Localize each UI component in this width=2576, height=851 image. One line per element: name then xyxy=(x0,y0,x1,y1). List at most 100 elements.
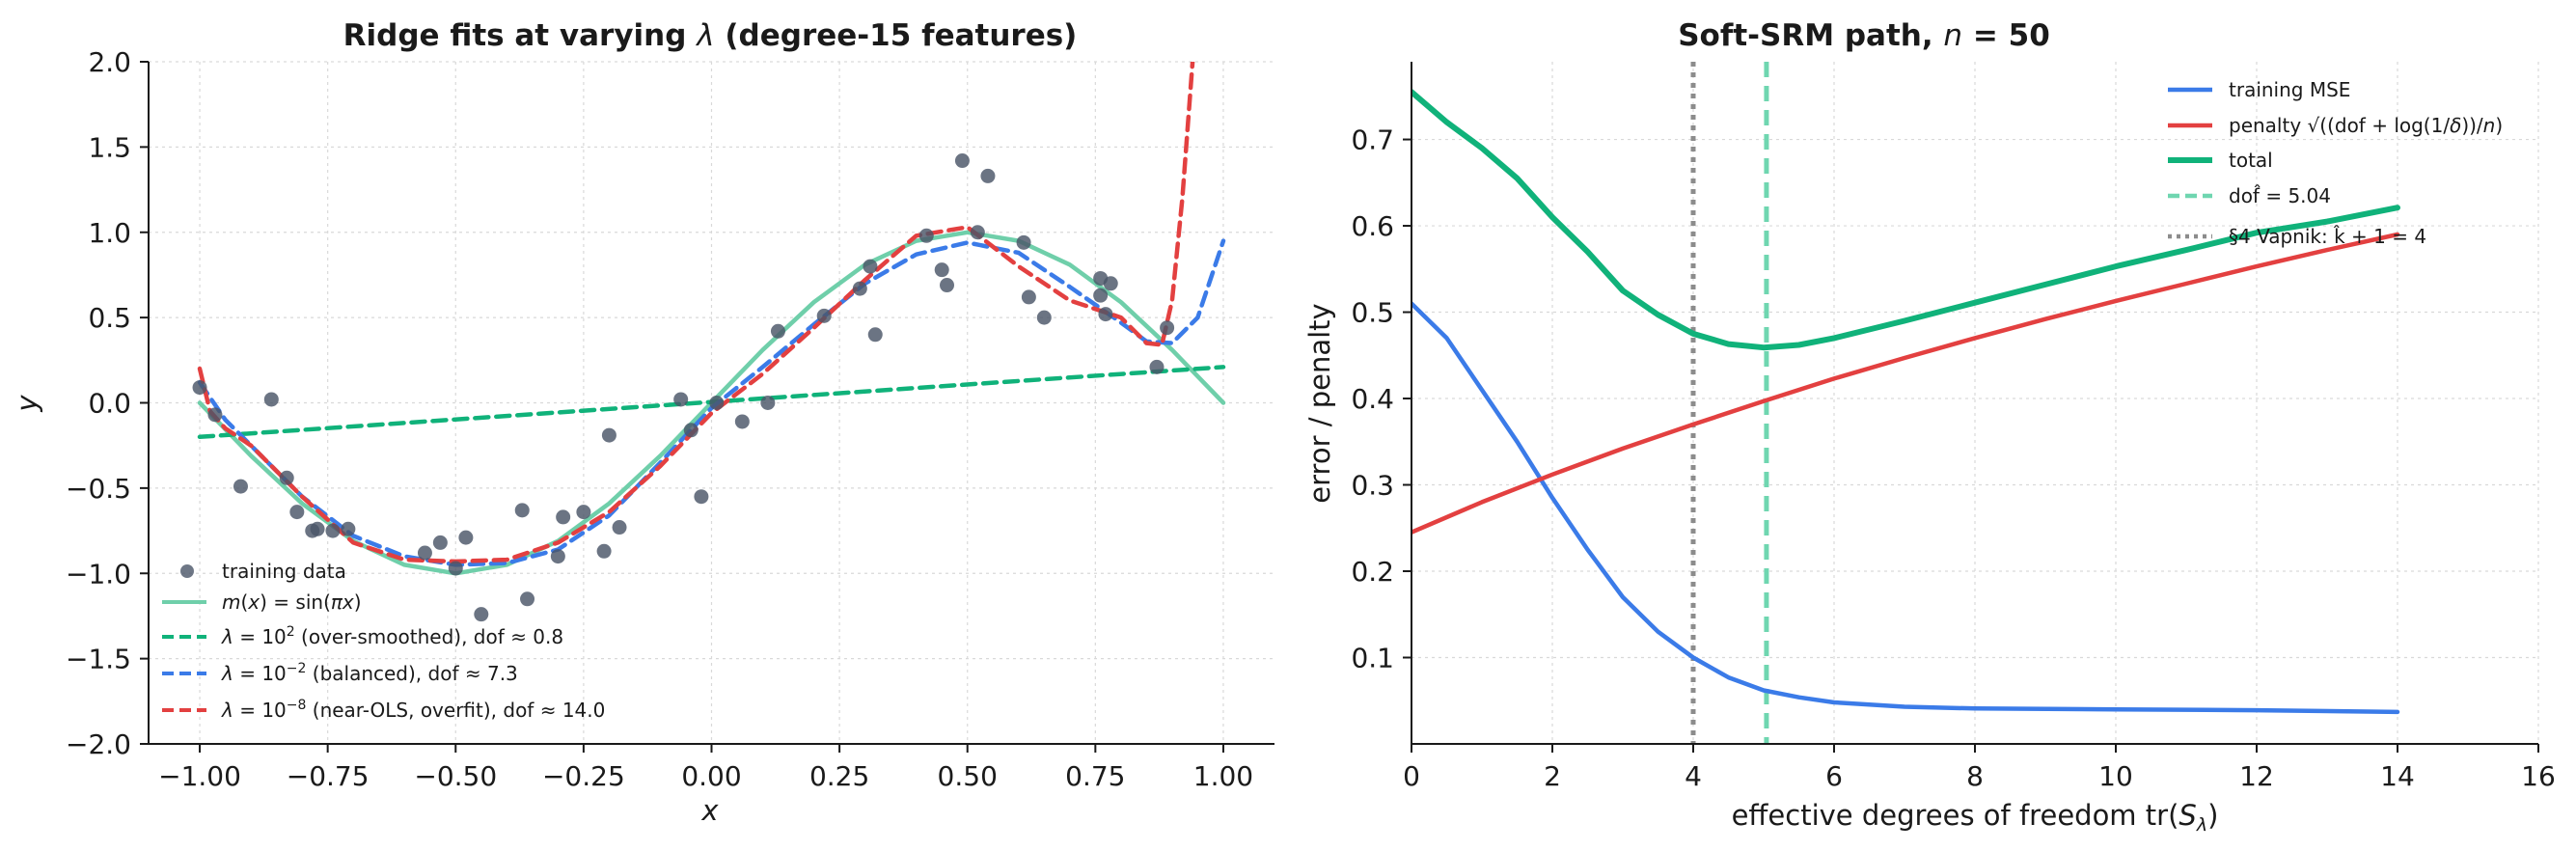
x-tick-label: −0.75 xyxy=(287,760,370,792)
x-tick-label: 2 xyxy=(1544,760,1561,792)
legend-marker-training-data xyxy=(180,564,194,578)
x-tick-label: 1.00 xyxy=(1193,760,1253,792)
left-chart-title: Ridge fits at varying λ (degree-15 featu… xyxy=(343,18,1078,53)
data-point xyxy=(432,535,448,550)
data-point xyxy=(734,414,750,429)
y-tick-label: −2.0 xyxy=(66,728,131,760)
data-point xyxy=(601,427,617,443)
data-point xyxy=(1016,234,1031,250)
y-tick-label: 0.5 xyxy=(88,302,131,334)
data-point xyxy=(576,505,591,520)
y-tick-label: 1.5 xyxy=(88,131,131,163)
y-tick-label: 0.0 xyxy=(88,388,131,420)
data-point xyxy=(1103,276,1118,291)
x-tick-label: 12 xyxy=(2239,760,2274,792)
data-point xyxy=(1036,310,1052,325)
y-tick-label: 0.3 xyxy=(1351,470,1394,502)
x-tick-label: 0.75 xyxy=(1065,760,1125,792)
legend-label-total: total xyxy=(2229,149,2273,172)
data-point xyxy=(683,423,699,438)
data-point xyxy=(550,549,565,564)
data-point xyxy=(1149,359,1165,374)
series-line-1 xyxy=(1411,232,2400,535)
data-point xyxy=(954,153,970,169)
series-line-3 xyxy=(197,62,1195,564)
x-tick-label: 0.50 xyxy=(938,760,998,792)
right-legend: training MSE penalty √((dof + log(1/δ))/… xyxy=(2168,78,2503,248)
data-point xyxy=(918,228,934,243)
x-tick-label: 8 xyxy=(1966,760,1984,792)
data-point xyxy=(867,327,883,343)
legend-label-lambda-mid: λ = 10−2 (balanced), dof ≈ 7.3 xyxy=(221,661,518,685)
x-tick-label: −0.25 xyxy=(542,760,625,792)
y-tick-label: −0.5 xyxy=(66,473,131,505)
right-title-part1: Soft-SRM path, xyxy=(1678,18,1943,53)
x-tick-label: 10 xyxy=(2098,760,2133,792)
data-point xyxy=(417,545,432,561)
data-point xyxy=(341,521,356,536)
y-tick-label: 1.0 xyxy=(88,217,131,249)
y-tick-label: 0.6 xyxy=(1351,210,1394,242)
data-point xyxy=(289,505,305,520)
right-x-label: effective degrees of freedom tr(Sλ) xyxy=(1732,799,2219,836)
data-point xyxy=(934,262,949,278)
left-chart-panel: Ridge fits at varying λ (degree-15 featu… xyxy=(11,18,1274,827)
y-tick-label: 0.2 xyxy=(1351,556,1394,588)
x-tick-label: 6 xyxy=(1825,760,1843,792)
data-point xyxy=(760,396,776,410)
right-y-label: error / penalty xyxy=(1303,303,1336,503)
data-point xyxy=(694,489,709,505)
series-line-2 xyxy=(197,238,1226,567)
legend-label-training-mse: training MSE xyxy=(2229,78,2350,101)
y-tick-label: 0.5 xyxy=(1351,297,1394,329)
right-title-part2: = 50 xyxy=(1962,18,2050,53)
data-point xyxy=(233,479,248,494)
x-tick-label: 16 xyxy=(2521,760,2556,792)
data-point xyxy=(596,543,612,559)
data-point xyxy=(1098,307,1113,322)
x-tick-label: 14 xyxy=(2380,760,2415,792)
y-tick-label: −1.0 xyxy=(66,558,131,590)
data-point xyxy=(1021,289,1036,305)
data-point xyxy=(673,392,689,407)
left-x-label: x xyxy=(700,794,719,827)
data-point xyxy=(192,380,207,396)
right-title-n: n xyxy=(1943,18,1962,53)
data-point xyxy=(1160,320,1175,336)
data-point xyxy=(207,407,223,423)
data-point xyxy=(520,591,535,607)
data-point xyxy=(448,561,463,576)
data-point xyxy=(279,470,294,485)
left-title-lambda: λ xyxy=(695,18,714,53)
data-point xyxy=(852,281,867,296)
legend-label-lambda-low: λ = 10−8 (near-OLS, overfit), dof ≈ 14.0 xyxy=(221,698,605,722)
legend-label-true-function: m(x) = sin(πx) xyxy=(222,590,362,614)
left-legend: training data m(x) = sin(πx) λ = 102 (ov… xyxy=(162,560,605,722)
data-point xyxy=(612,520,627,535)
series-line-0 xyxy=(1411,301,2400,715)
left-y-label: y xyxy=(11,395,43,413)
legend-label-vapnik: §4 Vapnik: k̂ + 1 = 4 xyxy=(2229,225,2426,248)
data-point xyxy=(310,521,325,536)
data-point xyxy=(263,392,279,407)
data-point xyxy=(556,509,571,525)
legend-label-lambda-high: λ = 102 (over-smoothed), dof ≈ 0.8 xyxy=(221,624,563,648)
series-line-2 xyxy=(1411,89,2400,351)
x-tick-label: 0 xyxy=(1403,760,1420,792)
data-point xyxy=(474,607,489,622)
x-tick-label: −1.00 xyxy=(158,760,241,792)
legend-label-dof-hat: dof̂ = 5.04 xyxy=(2229,184,2331,207)
data-point xyxy=(458,530,474,545)
y-tick-label: 0.7 xyxy=(1351,124,1394,156)
data-point xyxy=(1093,288,1109,303)
data-point xyxy=(940,278,955,293)
y-tick-label: 0.1 xyxy=(1351,643,1394,674)
x-tick-label: −0.50 xyxy=(414,760,497,792)
data-point xyxy=(863,259,878,274)
y-tick-label: 0.4 xyxy=(1351,383,1394,415)
data-point xyxy=(325,523,341,538)
data-point xyxy=(709,396,725,410)
left-title-part1: Ridge fits at varying xyxy=(343,18,698,53)
data-point xyxy=(816,308,832,323)
